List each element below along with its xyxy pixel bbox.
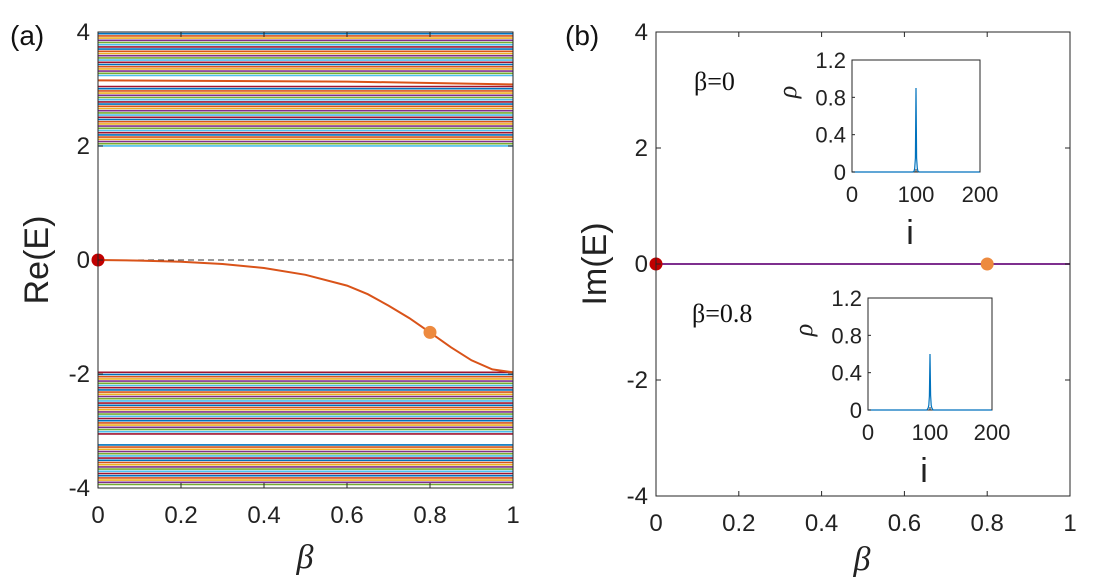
inset-y-tick-label: 1.2 (815, 48, 846, 73)
series-line-mid-gap-state (97, 259, 514, 374)
inset-y-tick-label: 0.8 (831, 323, 862, 348)
x-axis-label-a: β (296, 539, 314, 576)
inset-density-line (852, 87, 980, 173)
inset-x-tick-label: 200 (974, 420, 1011, 445)
inset-y-axis-label: ρ (773, 86, 802, 99)
plot-area-a (91, 79, 514, 374)
x-tick-label: 0.2 (164, 502, 197, 529)
x-tick-label: 0.6 (888, 510, 921, 537)
panel-b: (b) 0 0.2 0.4 0.6 0.8 1 -4 -2 0 2 4 β Im(E) β=0 β=… (565, 19, 1077, 578)
inset-y-tick-label: 0 (834, 160, 846, 185)
inset-x-axis-label: i (920, 452, 928, 490)
inset-y-tick-label: 0 (850, 398, 862, 423)
inset-annotation-1: β=0 (694, 67, 735, 96)
inset-density-line (868, 353, 992, 411)
inset-x-tick-label: 100 (898, 182, 935, 207)
marker-point (423, 325, 437, 339)
y-tick-label: 4 (635, 19, 648, 46)
inset-1: 0 100 200 0 0.4 0.8 1.2 i ρ (773, 48, 998, 252)
panel-a: (a) 0 0.2 0.4 0.6 0.8 1 -4 -2 0 2 4 β Re(E) (10, 19, 520, 576)
y-tick-label: -2 (69, 361, 90, 388)
inset-annotation-2: β=0.8 (692, 299, 752, 328)
panel-label-b: (b) (565, 20, 599, 51)
inset-x-tick-label: 100 (912, 420, 949, 445)
y-tick-label: 2 (635, 135, 648, 162)
inset-y-tick-label: 0.4 (815, 123, 846, 148)
x-axis-label-b: β (853, 541, 871, 578)
panel-label-a: (a) (10, 20, 44, 51)
y-tick-label: 0 (635, 251, 648, 278)
inset-y-tick-label: 0.8 (815, 85, 846, 110)
y-axis-label-b: Im(E) (576, 222, 614, 305)
x-tick-label: 0.8 (971, 510, 1004, 537)
marker-point (980, 257, 994, 271)
inset-x-axis-label: i (906, 214, 914, 252)
y-tick-label: -4 (627, 483, 648, 510)
inset-x-tick-label: 0 (862, 420, 874, 445)
x-tick-label: 0 (91, 502, 104, 529)
ticks-a: 0 0.2 0.4 0.6 0.8 1 -4 -2 0 2 4 (69, 19, 520, 529)
x-tick-label: 0.2 (722, 510, 755, 537)
inset-2: 0 100 200 0 0.4 0.8 1.2 i ρ (789, 286, 1010, 490)
gap-edge-state (97, 79, 514, 86)
inset-x-tick-label: 200 (962, 182, 999, 207)
x-tick-label: 0 (649, 510, 662, 537)
inset-y-axis-label: ρ (789, 324, 818, 337)
x-tick-label: 0.6 (330, 502, 363, 529)
x-tick-label: 0.4 (805, 510, 838, 537)
y-axis-label-a: Re(E) (18, 216, 56, 305)
y-tick-label: 2 (77, 133, 90, 160)
plot-area-b (649, 257, 1070, 271)
y-tick-label: -2 (627, 367, 648, 394)
inset-y-tick-label: 1.2 (831, 286, 862, 311)
inset-x-tick-label: 0 (846, 182, 858, 207)
x-tick-label: 1 (1063, 510, 1076, 537)
x-tick-label: 0.4 (247, 502, 280, 529)
x-tick-label: 1 (506, 502, 519, 529)
inset-y-tick-label: 0.4 (831, 361, 862, 386)
x-tick-label: 0.8 (413, 502, 446, 529)
y-tick-label: 4 (77, 19, 90, 46)
ticks-b: 0 0.2 0.4 0.6 0.8 1 -4 -2 0 2 4 (627, 19, 1077, 537)
y-tick-label: -4 (69, 475, 90, 502)
band-lines (98, 32, 513, 486)
y-tick-label: 0 (77, 247, 90, 274)
